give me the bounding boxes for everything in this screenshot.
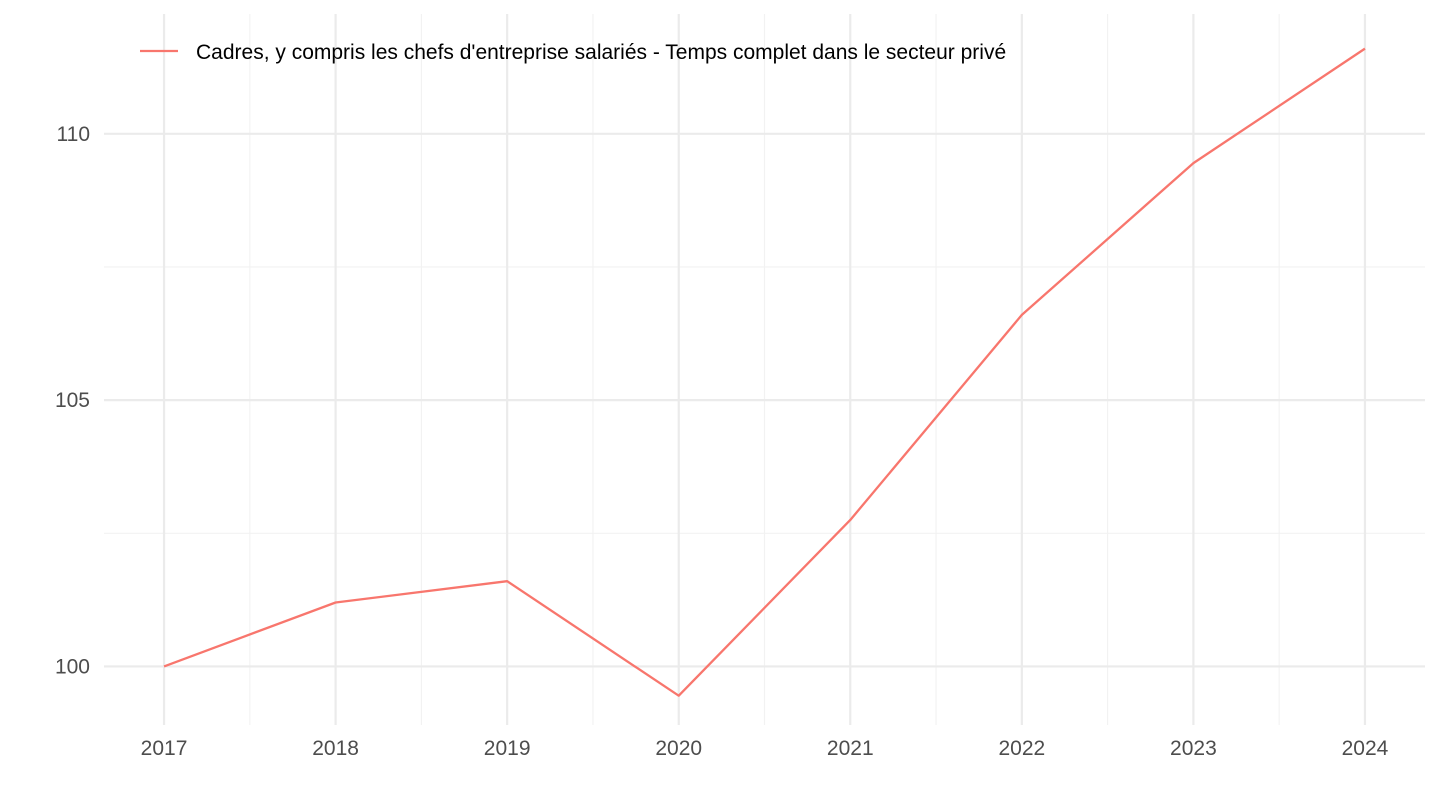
series-layer: [163, 47, 1366, 697]
y-tick-label: 100: [55, 655, 90, 678]
major-gridlines: [104, 14, 1425, 725]
minor-gridlines: [104, 14, 1425, 725]
x-tick-label: 2017: [141, 737, 188, 760]
x-tick-label: 2020: [655, 737, 702, 760]
x-axis-tick-labels: 2017 2018 2019 2020 2021 2022 2023 2024: [141, 737, 1389, 760]
legend-label: Cadres, y compris les chefs d'entreprise…: [196, 41, 1006, 64]
x-tick-label: 2018: [312, 737, 359, 760]
x-tick-label: 2021: [827, 737, 874, 760]
x-tick-label: 2023: [1170, 737, 1217, 760]
series-line: [163, 47, 1366, 697]
x-tick-label: 2019: [484, 737, 531, 760]
x-tick-label: 2024: [1342, 737, 1389, 760]
legend: Cadres, y compris les chefs d'entreprise…: [140, 41, 1006, 64]
x-tick-label: 2022: [998, 737, 1045, 760]
y-tick-label: 110: [57, 123, 90, 146]
y-tick-label: 105: [55, 389, 90, 412]
y-axis-tick-labels: 100 105 110: [55, 123, 90, 679]
